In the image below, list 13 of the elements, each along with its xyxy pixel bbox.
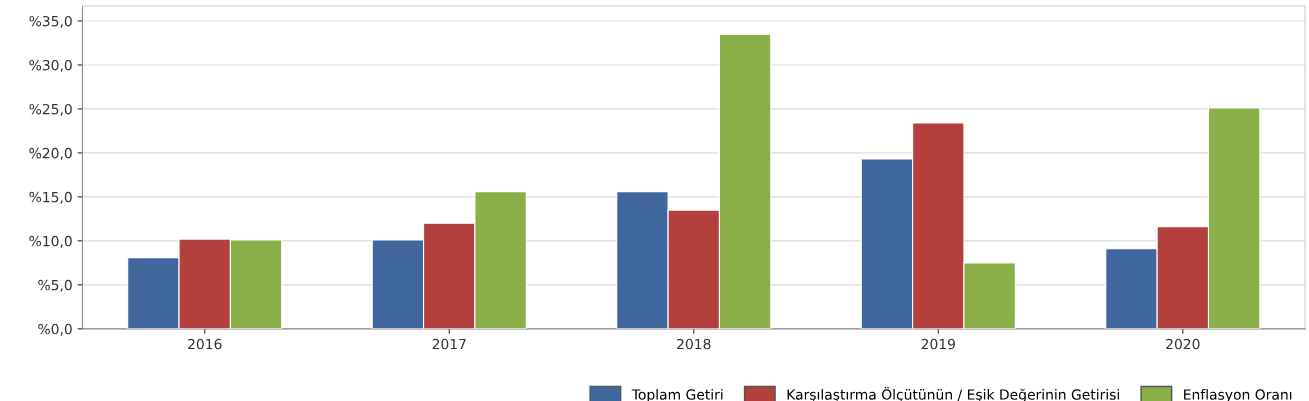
y-tick-label: %20,0 — [29, 147, 72, 160]
x-tick-label: 2019 — [921, 338, 955, 350]
y-tick-label: %0,0 — [38, 323, 72, 336]
x-tick-label: 2020 — [1166, 338, 1200, 350]
y-tick-label: %30,0 — [29, 59, 72, 72]
y-tick-label: %25,0 — [29, 103, 72, 116]
x-tick-label: 2016 — [188, 338, 222, 350]
y-tick-label: %35,0 — [29, 15, 72, 28]
x-tick-label: 2018 — [677, 338, 711, 350]
y-tick-label: %10,0 — [29, 235, 72, 248]
y-tick-label: %5,0 — [38, 279, 72, 292]
y-tick-label: %15,0 — [29, 191, 72, 204]
x-tick-label: 2017 — [432, 338, 466, 350]
